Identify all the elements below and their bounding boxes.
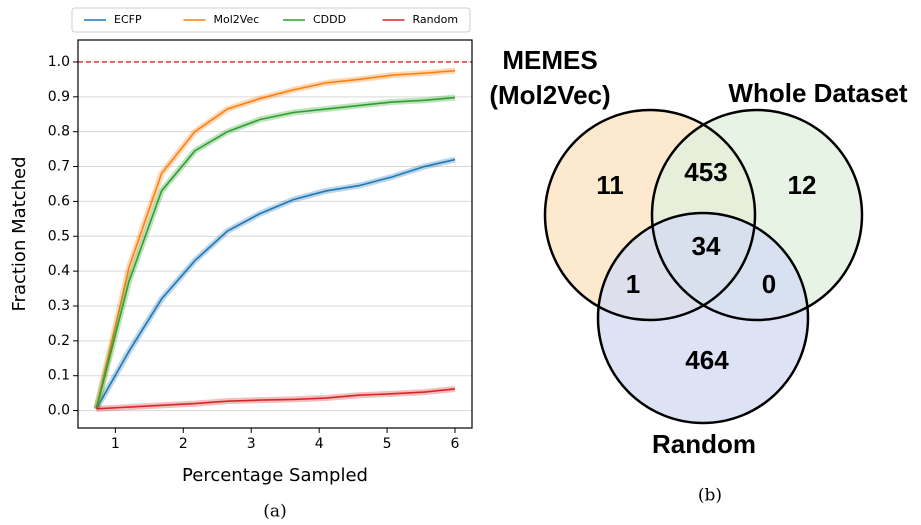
legend-frame — [71, 7, 471, 33]
region-count: 453 — [684, 157, 727, 187]
y-tick-label: 0.5 — [48, 228, 70, 244]
series-band — [93, 156, 456, 411]
plot-frame — [77, 39, 473, 429]
x-tick-label: 5 — [383, 436, 392, 452]
legend-label: CDDD — [313, 13, 346, 26]
caption: (b) — [698, 486, 722, 506]
series-line — [95, 69, 456, 410]
series-line — [96, 388, 456, 410]
region-count: 34 — [692, 231, 721, 261]
x-tick-label: 1 — [111, 436, 120, 452]
series-line — [95, 158, 456, 410]
region-count: 464 — [685, 345, 729, 375]
y-tick-label: 0.8 — [48, 124, 70, 140]
y-tick-label: 0.4 — [48, 263, 70, 279]
venn-set — [598, 213, 808, 423]
region-count: 0 — [762, 269, 776, 299]
venn-outline — [543, 108, 757, 322]
series-line — [95, 96, 456, 410]
y-tick-label: 0.6 — [48, 193, 70, 209]
set-label: Whole Dataset — [728, 78, 907, 108]
y-tick-label: 0.3 — [48, 298, 70, 314]
y-tick-label: 0.9 — [48, 89, 70, 105]
series-band — [93, 94, 456, 410]
legend-label: Random — [413, 13, 459, 26]
set-label: (Mol2Vec) — [489, 80, 610, 110]
set-label: MEMES — [502, 45, 597, 75]
y-tick-label: 0.0 — [48, 403, 70, 419]
region-count: 12 — [788, 170, 817, 200]
x-tick-label: 2 — [179, 436, 188, 452]
x-axis-label: Percentage Sampled — [182, 465, 368, 486]
region-count: 1 — [626, 269, 640, 299]
venn-outline — [596, 211, 810, 425]
x-tick-label: 6 — [451, 436, 460, 452]
y-tick-label: 0.2 — [48, 333, 70, 349]
legend-label: ECFP — [114, 13, 142, 26]
caption: (a) — [263, 502, 286, 522]
region-count: 11 — [596, 170, 624, 200]
y-tick-label: 0.1 — [48, 368, 70, 384]
venn-outline — [650, 108, 864, 322]
y-axis-label: Fraction Matched — [9, 157, 30, 312]
y-tick-label: 1.0 — [48, 54, 70, 70]
series-band — [93, 67, 456, 410]
set-label: Random — [652, 429, 756, 459]
legend-label: Mol2Vec — [214, 13, 260, 26]
x-tick-label: 4 — [315, 436, 324, 452]
x-tick-label: 3 — [247, 436, 256, 452]
y-tick-label: 0.7 — [48, 159, 70, 175]
